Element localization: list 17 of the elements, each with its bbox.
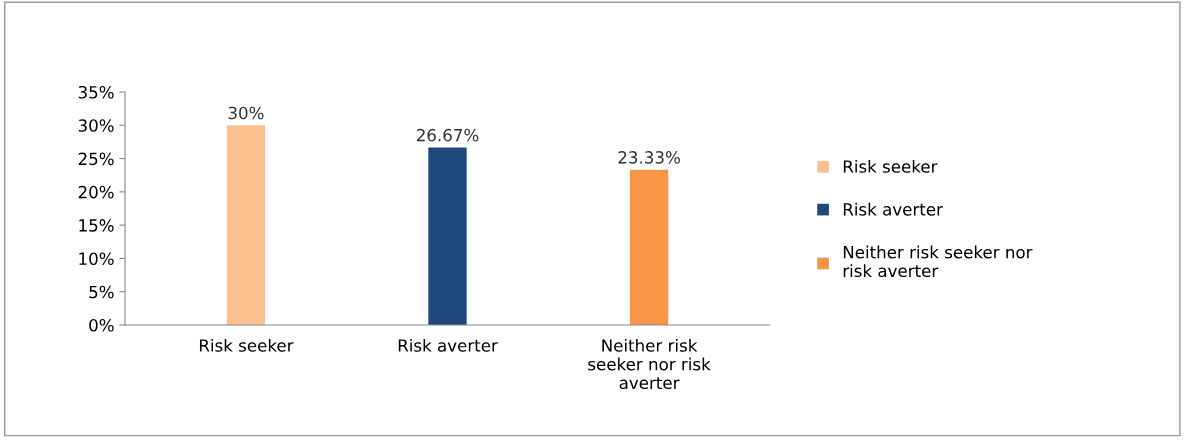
legend-label: Neither risk seeker nor risk averter <box>843 245 1033 278</box>
data-label: 30% <box>228 106 264 120</box>
y-tick-label: 30% <box>78 119 114 132</box>
legend-label: Risk averter <box>843 202 943 216</box>
y-tick-label: 20% <box>78 185 114 199</box>
data-label: 26.67% <box>416 128 479 142</box>
y-tick-label: 25% <box>78 152 114 166</box>
data-label: 23.33% <box>618 151 680 164</box>
y-tick-label: 15% <box>79 219 114 232</box>
y-tick-label: 10% <box>79 252 114 265</box>
x-tick-label: Neither risk seeker nor risk averter <box>588 338 711 390</box>
legend-label: Risk seeker <box>843 159 938 173</box>
x-tick-label: Risk averter <box>398 338 498 352</box>
y-tick-label: 0% <box>89 318 114 332</box>
x-tick-label: Risk seeker <box>199 338 294 352</box>
y-tick-label: 5% <box>89 285 114 299</box>
y-tick-label: 35% <box>78 85 114 99</box>
